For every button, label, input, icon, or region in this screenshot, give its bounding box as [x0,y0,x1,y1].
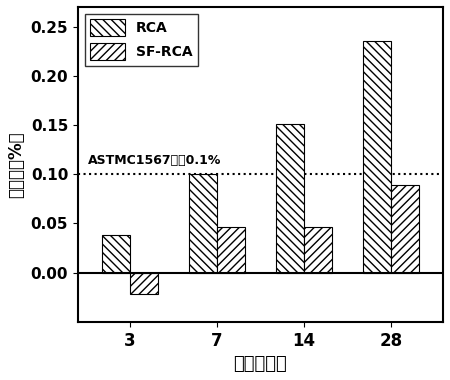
Bar [276,124,304,272]
Bar [189,174,217,272]
Bar [304,227,332,272]
Legend: RCA, SF-RCA: RCA, SF-RCA [85,14,198,66]
X-axis label: 龄期（天）: 龄期（天） [234,355,288,373]
Text: ASTMC1567限倄0.1%: ASTMC1567限倄0.1% [88,154,222,167]
Bar [102,235,130,272]
Bar [391,185,419,272]
Y-axis label: 膨胀率（%）: 膨胀率（%） [7,131,25,198]
Bar [130,272,158,294]
Bar [217,227,245,272]
Bar [363,41,391,272]
